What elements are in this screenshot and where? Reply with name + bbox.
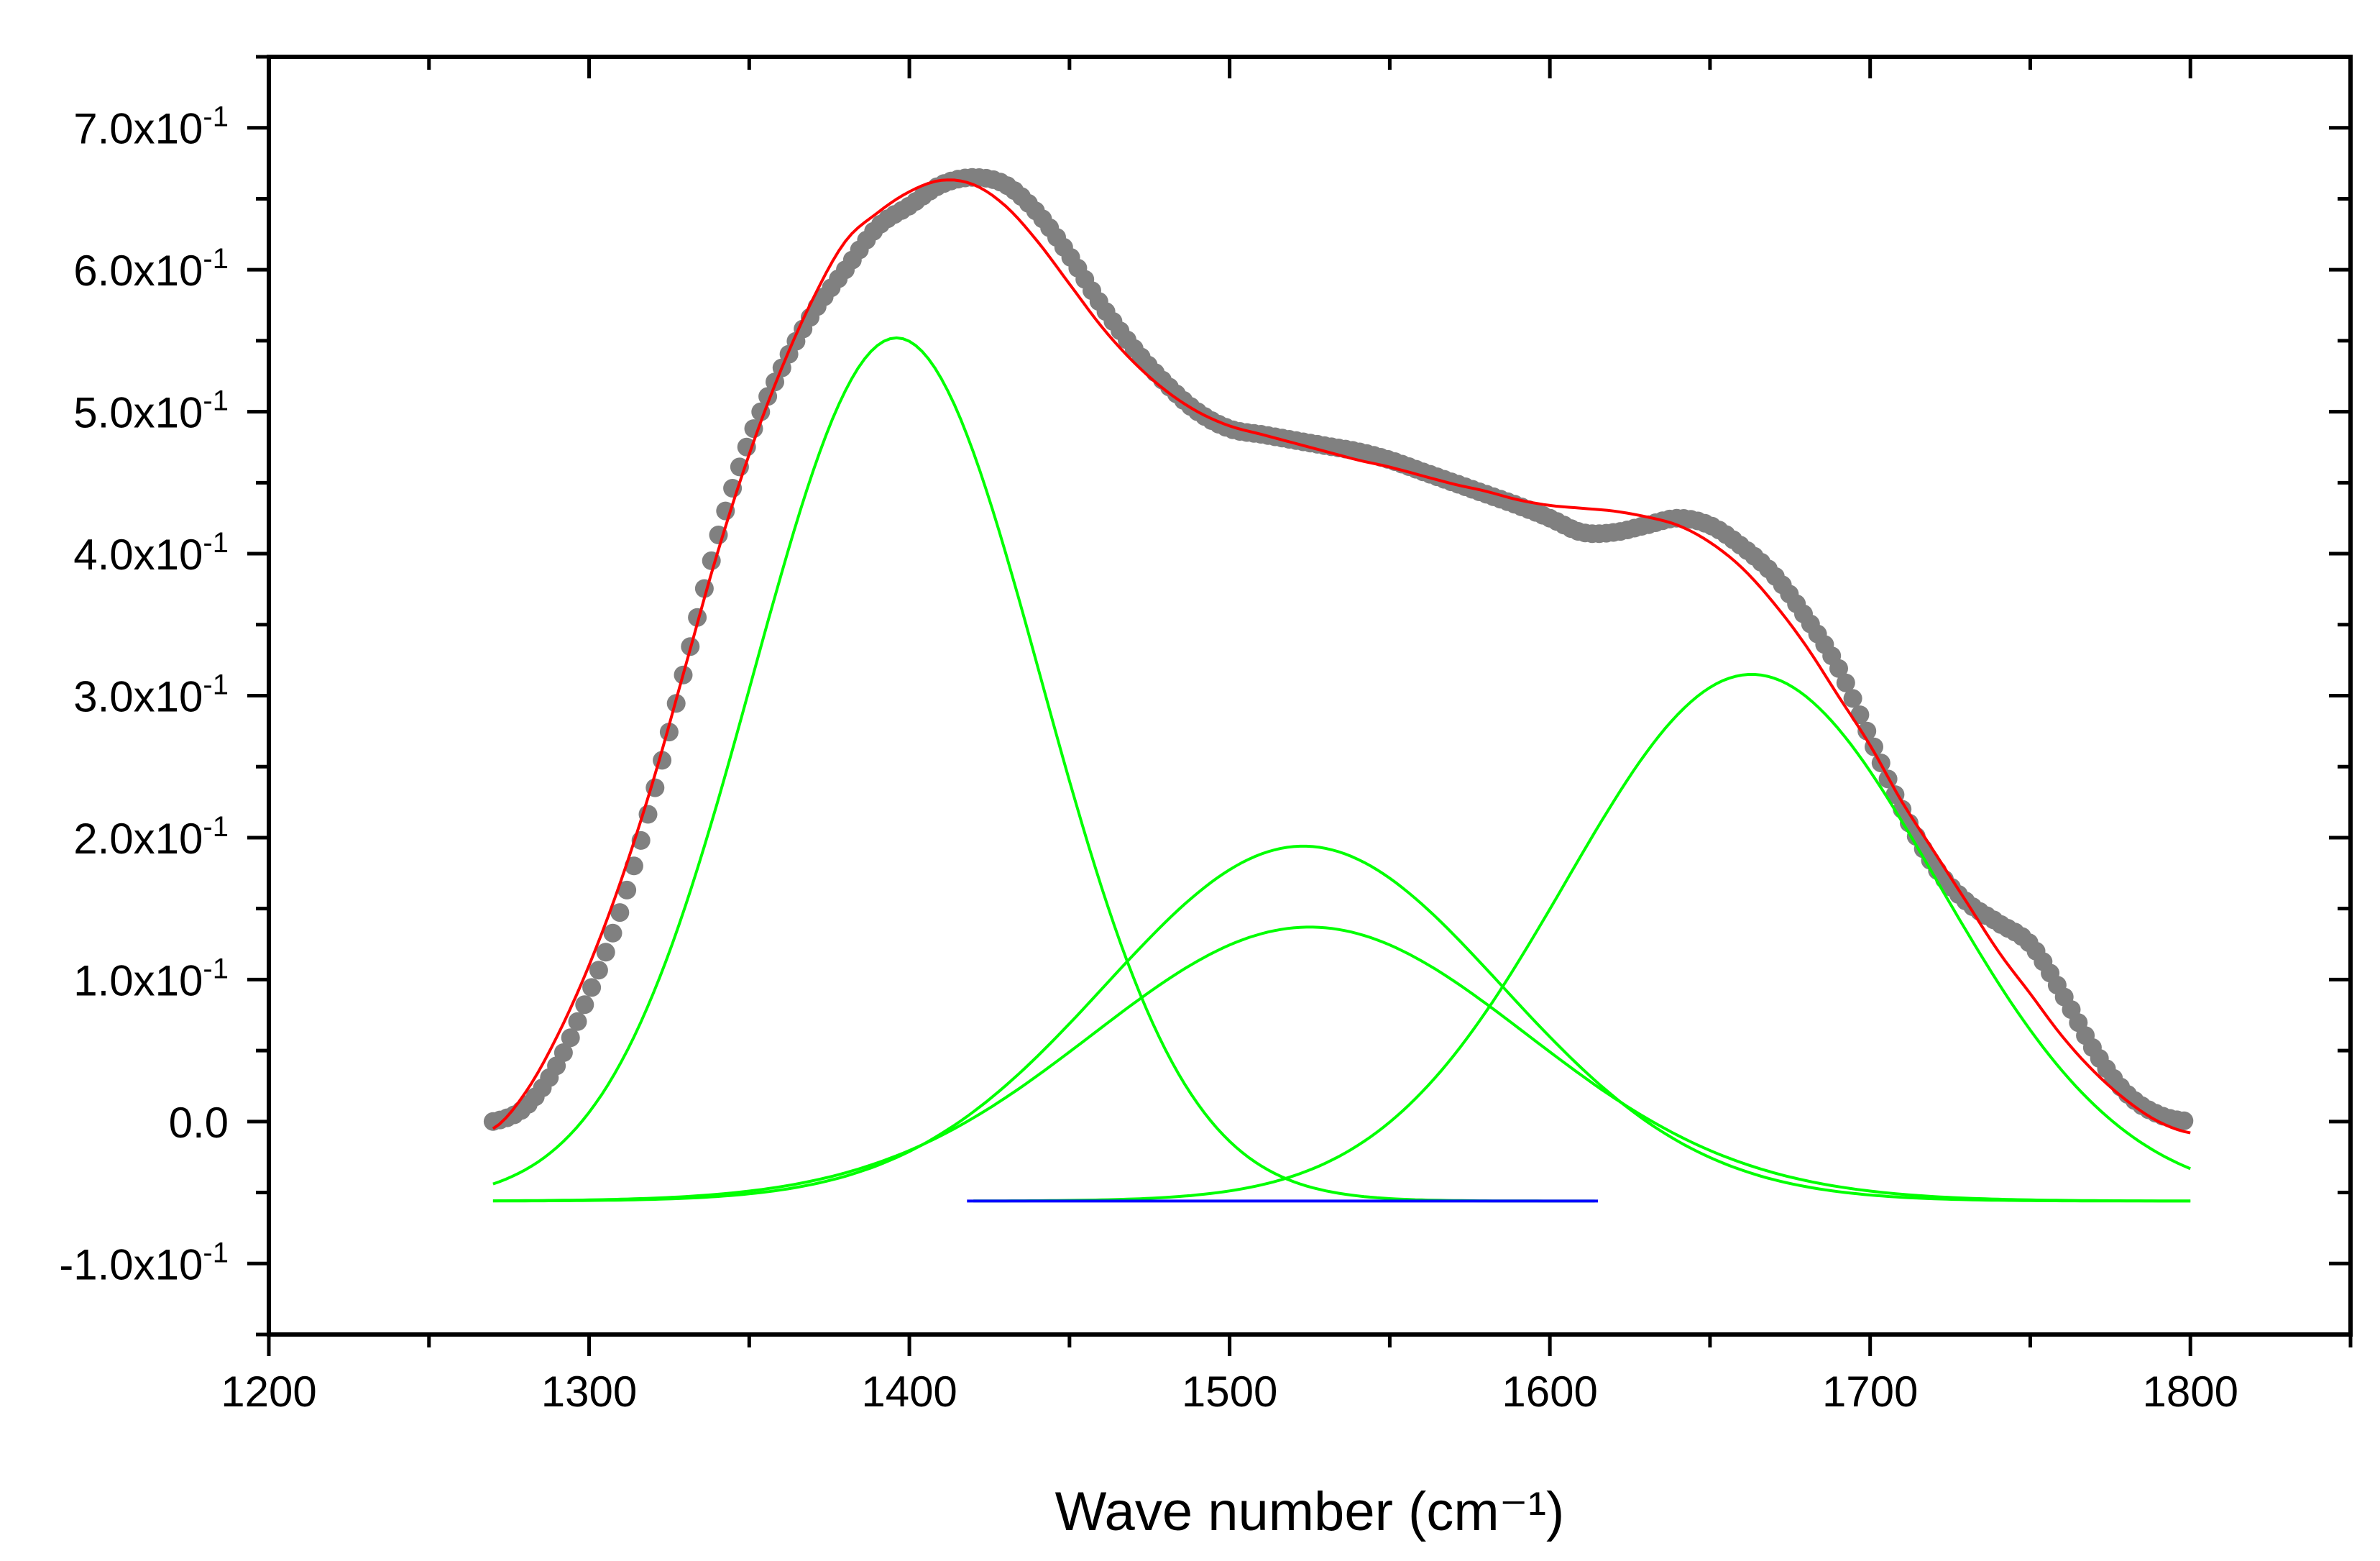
y-tick-mantissa: 1.0x10 — [73, 956, 203, 1004]
data-point — [1829, 659, 1848, 678]
component-peak-4-line — [973, 673, 2191, 1203]
plot-content — [483, 168, 2194, 1203]
x-tick-label: 1200 — [221, 1368, 316, 1416]
data-point — [589, 961, 608, 980]
y-tick-mantissa: 7.0x10 — [73, 105, 203, 153]
data-point — [596, 943, 615, 962]
data-point — [617, 880, 637, 899]
data-point — [1836, 673, 1855, 692]
data-point — [603, 923, 622, 943]
y-tick-label: 2.0x10-1 — [73, 811, 229, 863]
y-tick-mantissa: 2.0x10 — [73, 815, 203, 863]
cumulative-fit-line — [492, 178, 2191, 1135]
x-tick-labels: 1200 1300 1400 1500 1600 1700 1800 — [221, 1368, 2238, 1416]
y-tick-exponent: -1 — [203, 953, 229, 984]
y-tick-label: 1.0x10-1 — [73, 953, 229, 1004]
component-peak-3-line — [492, 925, 2191, 1203]
data-point — [575, 995, 594, 1015]
axis-ticks — [247, 55, 2353, 1356]
component-peak-2-line — [492, 844, 2191, 1203]
y-tick-mantissa: 6.0x10 — [73, 247, 203, 295]
y-tick-labels: -1.0x10-10.01.0x10-12.0x10-13.0x10-14.0x… — [59, 101, 229, 1289]
data-point — [1843, 689, 1862, 708]
y-tick-label: 5.0x10-1 — [73, 385, 229, 437]
component-peak-1-line — [492, 336, 1595, 1203]
y-tick-exponent: -1 — [203, 101, 229, 133]
x-tick-label: 1500 — [1182, 1368, 1277, 1416]
x-tick-label: 1300 — [541, 1368, 637, 1416]
y-tick-label: -1.0x10-1 — [59, 1237, 229, 1288]
data-point — [568, 1012, 587, 1031]
y-tick-label: 3.0x10-1 — [73, 669, 229, 721]
y-tick-exponent: -1 — [203, 385, 229, 417]
y-tick-label: 0.0 — [169, 1099, 229, 1147]
data-point — [744, 419, 763, 439]
data-point — [553, 1043, 573, 1062]
x-tick-label: 1400 — [861, 1368, 957, 1416]
y-tick-mantissa: 5.0x10 — [73, 389, 203, 437]
data-point — [688, 608, 707, 627]
y-tick-exponent: -1 — [203, 811, 229, 843]
y-tick-label: 6.0x10-1 — [73, 243, 229, 295]
y-tick-exponent: -1 — [203, 669, 229, 701]
data-point — [582, 978, 602, 997]
y-tick-mantissa: 4.0x10 — [73, 531, 203, 579]
y-tick-exponent: -1 — [203, 1237, 229, 1268]
y-tick-mantissa: 3.0x10 — [73, 673, 203, 721]
y-tick-mantissa: 0.0 — [169, 1099, 229, 1147]
x-tick-label: 1700 — [1822, 1368, 1918, 1416]
data-point — [1857, 721, 1877, 741]
data-point — [624, 856, 643, 876]
x-tick-label: 1600 — [1502, 1368, 1597, 1416]
x-tick-label: 1800 — [2142, 1368, 2238, 1416]
y-tick-mantissa: -1.0x10 — [59, 1240, 203, 1288]
data-point — [2174, 1111, 2194, 1130]
y-tick-label: 7.0x10-1 — [73, 101, 229, 153]
data-point — [610, 903, 630, 923]
data-point — [561, 1028, 580, 1048]
y-tick-exponent: -1 — [203, 527, 229, 559]
y-tick-label: 4.0x10-1 — [73, 527, 229, 579]
y-tick-exponent: -1 — [203, 243, 229, 275]
x-axis-title: Wave number (cm⁻¹) — [1055, 1481, 1565, 1542]
